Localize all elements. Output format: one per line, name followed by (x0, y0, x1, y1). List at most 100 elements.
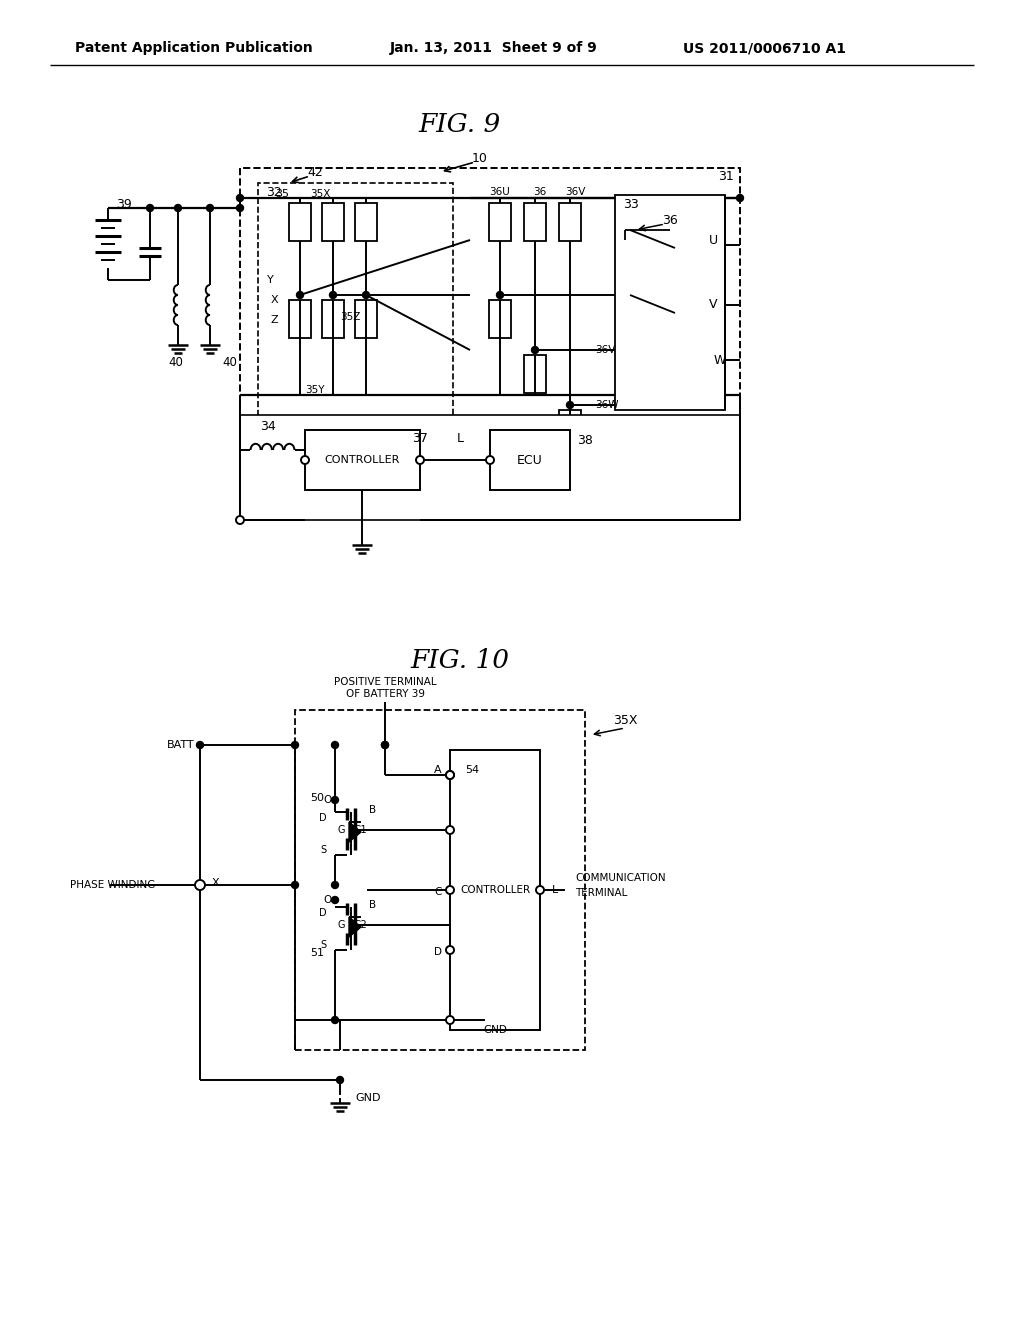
Text: A: A (434, 766, 441, 775)
Circle shape (195, 880, 205, 890)
Text: GND: GND (483, 1026, 507, 1035)
Text: 36: 36 (534, 187, 547, 197)
Text: 54: 54 (465, 766, 479, 775)
Text: COMMUNICATION: COMMUNICATION (575, 873, 666, 883)
Circle shape (301, 455, 309, 465)
Text: G: G (337, 825, 345, 836)
Circle shape (362, 292, 370, 298)
Text: U: U (709, 234, 718, 247)
Text: POSITIVE TERMINAL: POSITIVE TERMINAL (334, 677, 436, 686)
Text: B: B (370, 900, 377, 909)
Circle shape (332, 882, 339, 888)
Text: 39: 39 (116, 198, 132, 210)
Circle shape (497, 292, 504, 298)
Circle shape (197, 742, 204, 748)
Circle shape (236, 516, 244, 524)
Text: Z: Z (270, 315, 278, 325)
Text: 38: 38 (578, 433, 593, 446)
Text: L: L (457, 432, 464, 445)
Bar (450, 750, 540, 1030)
Bar (355, 203, 377, 242)
Bar (240, 414, 740, 520)
Text: D: D (319, 908, 327, 917)
Text: 37: 37 (412, 432, 428, 445)
Bar (258, 183, 453, 422)
Text: L: L (552, 884, 558, 895)
Circle shape (531, 346, 539, 354)
Bar (295, 710, 585, 1049)
Text: 34: 34 (260, 421, 275, 433)
Text: 33: 33 (623, 198, 639, 211)
Circle shape (330, 292, 337, 298)
Text: Patent Application Publication: Patent Application Publication (75, 41, 312, 55)
Text: S: S (319, 940, 326, 950)
Text: B: B (370, 805, 377, 814)
Text: 36: 36 (663, 214, 678, 227)
Circle shape (292, 742, 299, 748)
Text: 40: 40 (169, 355, 183, 368)
Circle shape (486, 455, 494, 465)
Circle shape (297, 292, 303, 298)
Text: 51: 51 (310, 948, 324, 958)
Text: V: V (709, 298, 717, 312)
Text: C: C (434, 887, 441, 898)
Text: X: X (270, 294, 278, 305)
Bar (615, 195, 725, 411)
Text: 32: 32 (266, 186, 282, 199)
Text: 36W: 36W (595, 400, 618, 411)
Circle shape (446, 771, 454, 779)
Bar (524, 203, 546, 242)
Text: X: X (212, 878, 219, 888)
Circle shape (446, 886, 454, 894)
Circle shape (332, 796, 339, 804)
Text: Y: Y (266, 275, 273, 285)
Bar (524, 355, 546, 393)
Text: O: O (323, 895, 331, 906)
Text: G2: G2 (353, 920, 367, 931)
Text: O: O (323, 795, 331, 805)
Text: 10: 10 (472, 152, 488, 165)
Bar (559, 411, 581, 447)
Circle shape (566, 401, 573, 408)
Text: PHASE WINDING: PHASE WINDING (70, 880, 155, 890)
Circle shape (536, 886, 544, 894)
Text: 36V: 36V (565, 187, 585, 197)
Text: 35: 35 (275, 189, 289, 199)
Text: 35X: 35X (310, 189, 330, 199)
Circle shape (292, 882, 299, 888)
Text: 36V: 36V (595, 345, 615, 355)
Circle shape (332, 742, 339, 748)
Circle shape (382, 742, 388, 748)
Text: W: W (714, 354, 726, 367)
Circle shape (332, 896, 339, 903)
Bar (240, 168, 740, 517)
Polygon shape (349, 822, 361, 842)
Text: 50: 50 (310, 793, 324, 803)
Bar (559, 203, 581, 242)
Text: Jan. 13, 2011  Sheet 9 of 9: Jan. 13, 2011 Sheet 9 of 9 (390, 41, 598, 55)
Circle shape (337, 1077, 343, 1084)
Bar (289, 203, 311, 242)
Circle shape (446, 946, 454, 954)
Text: CONTROLLER: CONTROLLER (325, 455, 399, 465)
Text: 42: 42 (307, 165, 323, 178)
Circle shape (332, 1016, 339, 1023)
Bar (322, 203, 344, 242)
Text: 35Y: 35Y (305, 385, 325, 395)
Bar (305, 430, 420, 490)
Text: TERMINAL: TERMINAL (575, 888, 628, 898)
Circle shape (146, 205, 154, 211)
Text: G: G (337, 920, 345, 931)
Circle shape (382, 742, 388, 748)
Text: CONTROLLER: CONTROLLER (460, 884, 530, 895)
Bar (489, 203, 511, 242)
Circle shape (416, 455, 424, 465)
Bar (489, 300, 511, 338)
Text: 35Z: 35Z (340, 312, 360, 322)
Text: 36U: 36U (489, 187, 510, 197)
Text: S: S (319, 845, 326, 855)
Text: G1: G1 (353, 825, 367, 836)
Text: OF BATTERY 39: OF BATTERY 39 (345, 689, 425, 700)
Bar (355, 300, 377, 338)
Text: US 2011/0006710 A1: US 2011/0006710 A1 (683, 41, 846, 55)
